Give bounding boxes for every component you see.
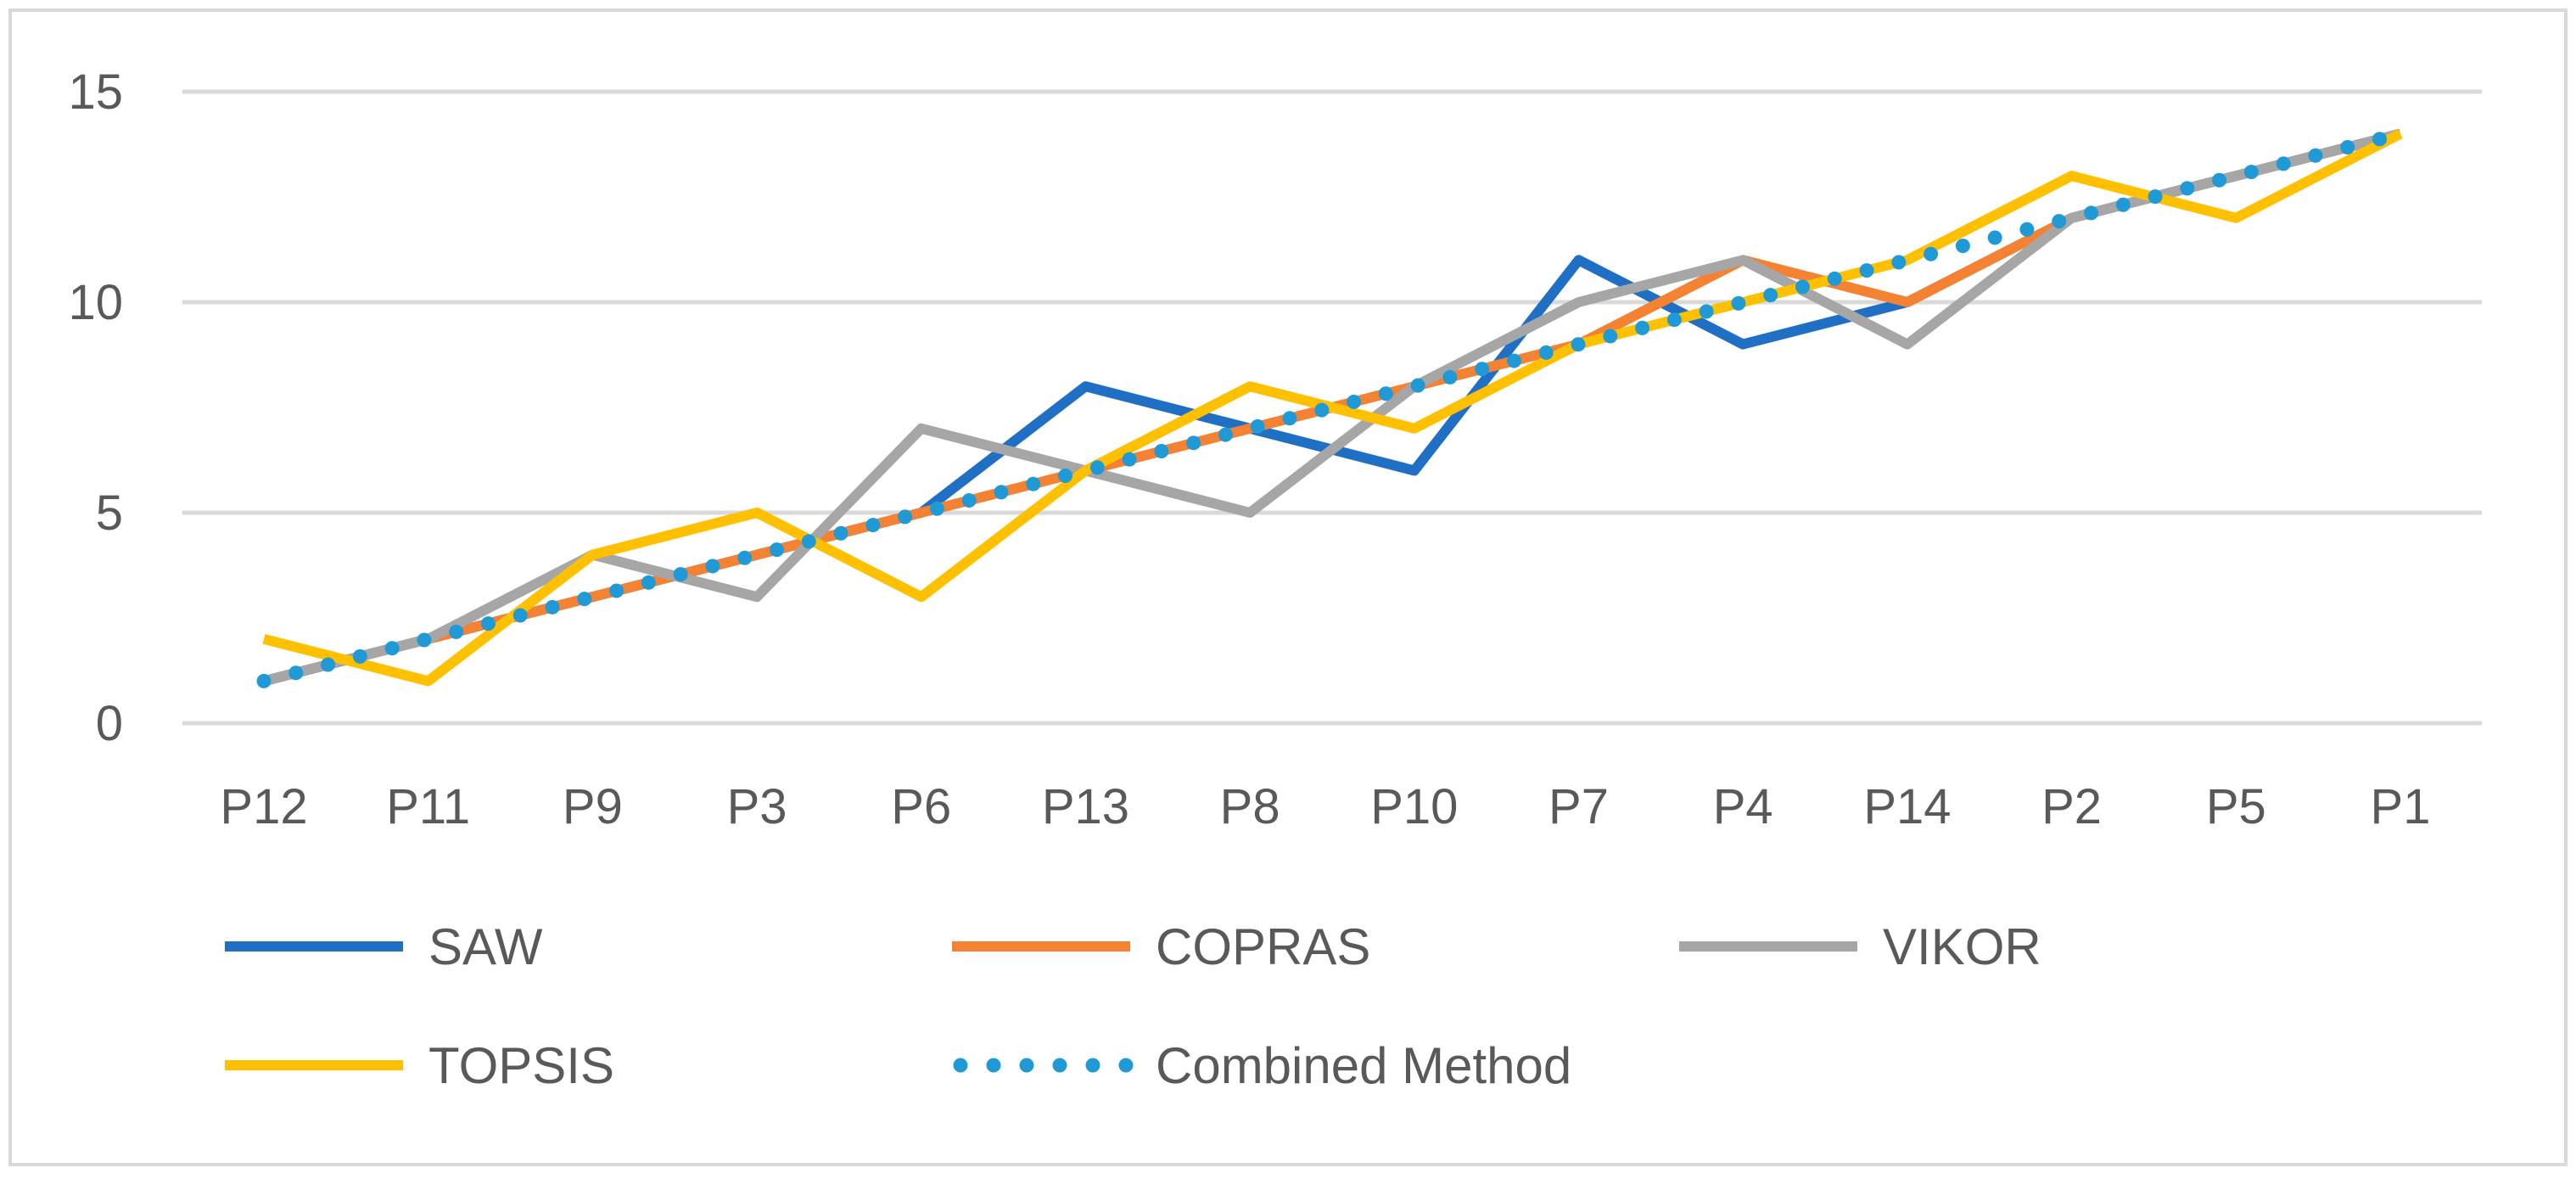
x-tick-label: P5 (2206, 779, 2266, 834)
legend: SAW COPRAS VIKOR TOPSIS Combined Method (225, 918, 2041, 1094)
y-tick-label: 0 (96, 696, 123, 751)
x-tick-label: P12 (220, 779, 307, 834)
x-tick-label: P10 (1370, 779, 1458, 834)
x-tick-label: P14 (1863, 779, 1951, 834)
legend-label-topsis: TOPSIS (428, 1037, 614, 1094)
x-axis-ticks: P12 P11 P9 P3 P6 P13 P8 P10 P7 P4 P14 P2 P5 P1 (220, 779, 2430, 834)
x-tick-label: P6 (891, 779, 951, 834)
series-line-vikor (262, 128, 2402, 687)
y-tick-label: 5 (96, 486, 123, 541)
x-tick-label: P7 (1548, 779, 1609, 834)
gridlines (182, 89, 2482, 726)
x-tick-label: P1 (2371, 779, 2431, 834)
x-tick-label: P4 (1713, 779, 1773, 834)
legend-label-combined-method: Combined Method (1156, 1037, 1571, 1094)
legend-label-copras: COPRAS (1156, 918, 1370, 975)
x-tick-label: P3 (727, 779, 787, 834)
y-tick-label: 10 (68, 275, 123, 330)
x-tick-label: P8 (1220, 779, 1280, 834)
series-line-topsis (262, 129, 2403, 687)
x-tick-label: P9 (563, 779, 623, 834)
series-line-combined-method (256, 126, 2408, 688)
series-lines (256, 126, 2408, 688)
legend-label-vikor: VIKOR (1883, 918, 2041, 975)
y-axis-ticks: 0 5 10 15 (68, 65, 123, 751)
x-tick-label: P13 (1042, 779, 1129, 834)
legend-label-saw: SAW (428, 918, 543, 975)
y-tick-label: 15 (68, 65, 123, 120)
x-tick-label: P11 (386, 779, 470, 834)
x-tick-label: P2 (2041, 779, 2102, 834)
